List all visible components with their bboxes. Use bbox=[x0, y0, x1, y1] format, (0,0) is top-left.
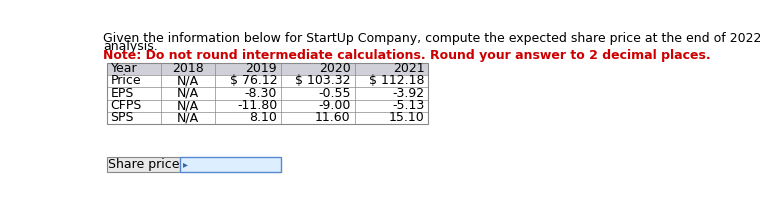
Text: $ 112.18: $ 112.18 bbox=[369, 74, 424, 87]
Text: -0.55: -0.55 bbox=[318, 87, 351, 100]
Text: SPS: SPS bbox=[110, 111, 134, 124]
Bar bbox=[106, 157, 180, 172]
Text: -8.30: -8.30 bbox=[245, 87, 277, 100]
Text: 2018: 2018 bbox=[172, 62, 204, 75]
Text: Price: Price bbox=[110, 74, 141, 87]
Text: 11.60: 11.60 bbox=[315, 111, 351, 124]
Text: EPS: EPS bbox=[110, 87, 134, 100]
Text: $ 76.12: $ 76.12 bbox=[230, 74, 277, 87]
Text: CFPS: CFPS bbox=[110, 99, 142, 112]
Text: Given the information below for StartUp Company, compute the expected share pric: Given the information below for StartUp … bbox=[103, 32, 760, 45]
Text: 15.10: 15.10 bbox=[388, 111, 424, 124]
Text: -9.00: -9.00 bbox=[318, 99, 351, 112]
Text: 8.10: 8.10 bbox=[249, 111, 277, 124]
Text: 2021: 2021 bbox=[393, 62, 424, 75]
Bar bbox=[180, 157, 281, 172]
Bar bbox=[106, 63, 428, 124]
Text: Share price: Share price bbox=[108, 158, 179, 171]
Bar bbox=[106, 63, 428, 75]
Text: Note: Do not round intermediate calculations. Round your answer to 2 decimal pla: Note: Do not round intermediate calculat… bbox=[103, 49, 711, 62]
Text: -5.13: -5.13 bbox=[392, 99, 424, 112]
Text: N/A: N/A bbox=[177, 87, 199, 100]
Text: $ 103.32: $ 103.32 bbox=[295, 74, 351, 87]
Text: 2020: 2020 bbox=[319, 62, 351, 75]
Text: ▸: ▸ bbox=[183, 159, 188, 169]
Text: N/A: N/A bbox=[177, 111, 199, 124]
Text: N/A: N/A bbox=[177, 74, 199, 87]
Text: 2019: 2019 bbox=[245, 62, 277, 75]
Text: N/A: N/A bbox=[177, 99, 199, 112]
Text: Year: Year bbox=[110, 62, 137, 75]
Text: -3.92: -3.92 bbox=[392, 87, 424, 100]
Text: analysis.: analysis. bbox=[103, 41, 157, 54]
Text: -11.80: -11.80 bbox=[237, 99, 277, 112]
